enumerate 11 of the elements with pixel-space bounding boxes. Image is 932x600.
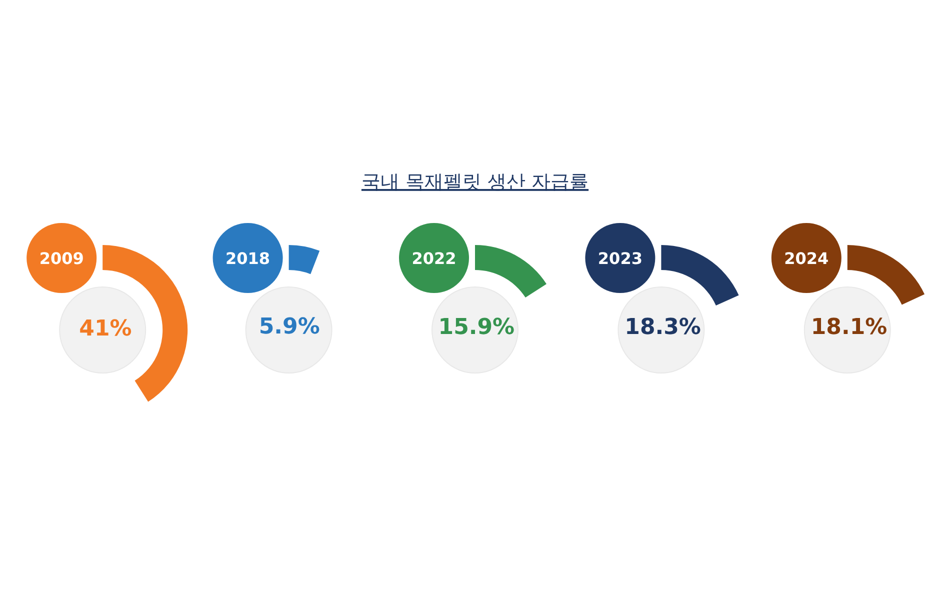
data-label: 5.9% bbox=[258, 314, 320, 340]
text: 국내 목재펠릿 생산 자급률 bbox=[361, 171, 589, 193]
chart-title: 2009 bbox=[39, 249, 84, 268]
chart-title: 2024 bbox=[784, 249, 829, 268]
data-label: 18.1% bbox=[810, 314, 888, 340]
chart-title: 2023 bbox=[598, 249, 642, 268]
chart-title: 2022 bbox=[412, 249, 456, 268]
data-label: 15.9% bbox=[438, 314, 515, 340]
data-label: 41% bbox=[79, 316, 132, 342]
data-label: 18.3% bbox=[624, 314, 701, 340]
chart-title: 2018 bbox=[226, 249, 270, 268]
